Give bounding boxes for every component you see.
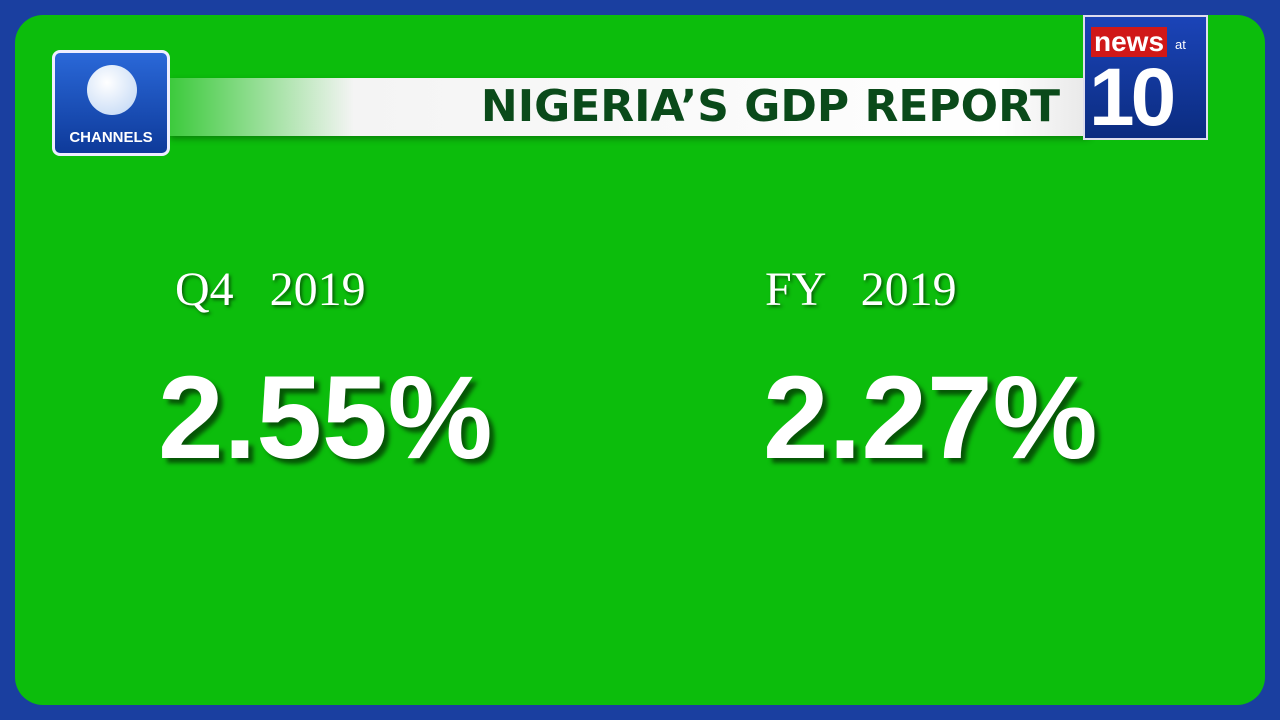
gdp-value: 2.55% [158,352,493,484]
title: NIGERIA’S GDP REPORT [480,81,1060,132]
gdp-value: 2.27% [763,352,1098,484]
period-label: Q4 2019 [175,263,366,316]
period-label: FY 2019 [765,263,957,316]
channels-logo-text: CHANNELS [69,129,153,146]
news-word: news [1091,27,1168,57]
globe-icon [87,65,137,115]
title-banner [170,78,1090,136]
channels-logo: CHANNELS [52,50,170,156]
news-number: 10 [1089,52,1176,143]
news-at: at [1175,37,1186,52]
news-at-10-logo: news at 10 [1083,15,1208,140]
